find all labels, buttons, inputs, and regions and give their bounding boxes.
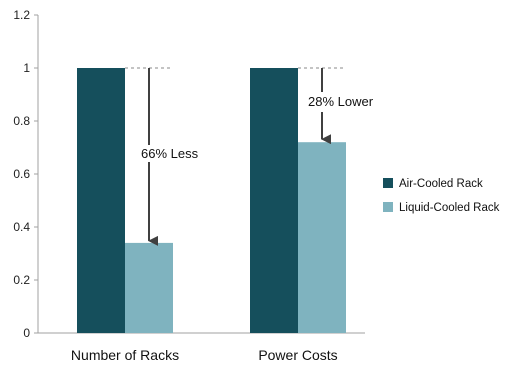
bar-liquid-cooled [125, 242, 173, 333]
y-tick-label: 1 [23, 61, 30, 75]
legend-swatch [383, 178, 393, 188]
legend-swatch [383, 202, 393, 212]
x-category-label: Number of Racks [71, 347, 179, 363]
y-tick-label: 0 [23, 326, 30, 340]
annotation-label: 28% Lower [308, 94, 374, 109]
annotation-backdrop [139, 145, 197, 162]
y-tick-label: 0.8 [13, 114, 30, 128]
legend-label: Air-Cooled Rack [399, 178, 483, 190]
y-tick-label: 0.4 [13, 220, 30, 234]
legend-label: Liquid-Cooled Rack [399, 202, 500, 214]
y-tick-label: 0.6 [13, 167, 30, 181]
x-category-label: Power Costs [258, 347, 337, 363]
annotation-label: 66% Less [141, 146, 199, 161]
y-tick-label: 0.2 [13, 273, 30, 287]
y-tick-label: 1.2 [13, 8, 30, 22]
bar-air-cooled [77, 68, 125, 333]
bar-air-cooled [250, 68, 298, 333]
bar-liquid-cooled [298, 142, 346, 333]
